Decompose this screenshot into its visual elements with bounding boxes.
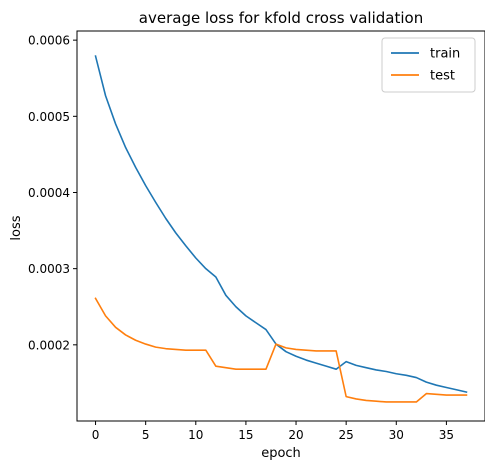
- x-tick-label: 25: [339, 428, 354, 442]
- y-axis-label: loss: [9, 215, 24, 240]
- series-line-train: [94, 55, 468, 394]
- plot-frame: [76, 30, 485, 422]
- x-tick-label: 30: [389, 428, 404, 442]
- y-tick-label: 0.0004: [28, 186, 70, 200]
- x-tick-label: 15: [238, 428, 253, 442]
- y-tick-label: 0.0006: [28, 34, 70, 48]
- x-tick-label: 10: [188, 428, 203, 442]
- y-tick-label: 0.0005: [28, 110, 70, 124]
- legend-box: [381, 37, 476, 93]
- chart-title: average loss for kfold cross validation: [139, 9, 423, 27]
- x-tick-label: 20: [288, 428, 303, 442]
- x-tick-label: 5: [142, 428, 150, 442]
- y-tick-label: 0.0002: [28, 338, 70, 352]
- x-tick-label: 35: [439, 428, 454, 442]
- series-line-test: [94, 297, 468, 403]
- x-tick-label: 0: [92, 428, 100, 442]
- y-tick-label: 0.0003: [28, 262, 70, 276]
- x-axis-label: epoch: [261, 446, 301, 461]
- plot-area: 0 5 10 15 20 25 30 35 0.0002 0.0003 0.0004 0.0005 0.…: [28, 30, 485, 442]
- legend-label-test: test: [430, 69, 455, 84]
- legend-label-train: train: [430, 47, 460, 62]
